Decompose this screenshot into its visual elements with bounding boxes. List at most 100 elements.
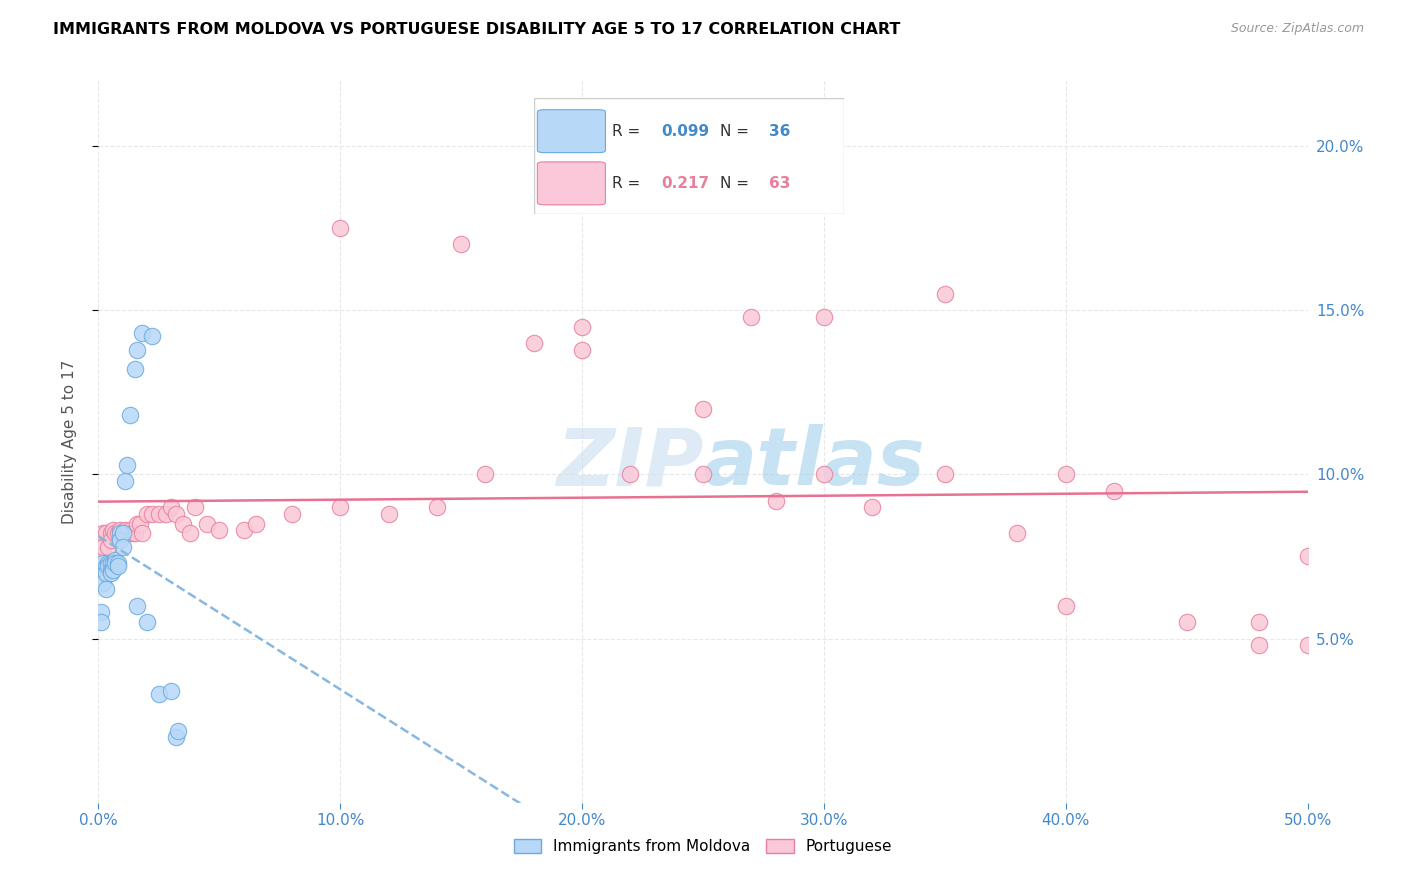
Point: [131, 326, 153, 340]
Point: [1007, 526, 1029, 541]
Point: [155, 507, 177, 521]
Point: [135, 615, 157, 630]
Point: [127, 516, 149, 531]
Y-axis label: Disability Age 5 to 17: Disability Age 5 to 17: [62, 359, 77, 524]
Point: [100, 526, 122, 541]
Point: [114, 474, 136, 488]
Point: [108, 533, 131, 547]
Point: [91, 566, 114, 580]
Point: [148, 507, 170, 521]
Point: [450, 237, 472, 252]
Point: [135, 507, 157, 521]
Point: [813, 467, 835, 482]
Text: R =: R =: [612, 124, 645, 139]
Point: [94, 526, 117, 541]
Point: [141, 507, 163, 521]
Point: [1249, 638, 1271, 652]
Point: [329, 221, 352, 235]
Point: [1296, 549, 1319, 564]
Point: [114, 523, 136, 537]
Point: [740, 310, 762, 324]
Point: [148, 687, 170, 701]
Point: [111, 526, 134, 541]
Point: [97, 559, 120, 574]
Text: N =: N =: [720, 177, 754, 192]
Point: [1175, 615, 1198, 630]
Point: [108, 533, 131, 547]
Point: [245, 516, 267, 531]
Point: [377, 507, 399, 521]
Point: [167, 723, 190, 738]
Point: [195, 516, 218, 531]
Point: [104, 553, 127, 567]
Point: [111, 526, 134, 541]
Point: [101, 556, 124, 570]
Point: [91, 575, 114, 590]
Point: [90, 615, 112, 630]
Point: [474, 467, 496, 482]
Point: [765, 493, 787, 508]
Point: [107, 556, 129, 570]
Point: [108, 523, 131, 537]
Point: [124, 362, 146, 376]
Text: N =: N =: [720, 124, 754, 139]
FancyBboxPatch shape: [537, 110, 606, 153]
Point: [127, 599, 149, 613]
Point: [128, 516, 150, 531]
Point: [97, 540, 120, 554]
Point: [160, 684, 183, 698]
Text: ZIP: ZIP: [555, 425, 703, 502]
Point: [141, 329, 163, 343]
Point: [121, 526, 143, 541]
Text: 36: 36: [769, 124, 790, 139]
Point: [101, 563, 124, 577]
Legend: Immigrants from Moldova, Portuguese: Immigrants from Moldova, Portuguese: [508, 832, 898, 860]
Point: [118, 409, 141, 423]
Point: [426, 500, 449, 515]
Point: [1296, 638, 1319, 652]
Point: [104, 556, 127, 570]
Point: [107, 559, 129, 574]
Text: 0.099: 0.099: [661, 124, 709, 139]
Point: [232, 523, 254, 537]
Point: [571, 319, 593, 334]
Point: [97, 556, 120, 570]
Point: [117, 458, 139, 472]
Point: [100, 533, 122, 547]
Point: [523, 336, 546, 351]
Point: [91, 526, 114, 541]
Point: [619, 467, 641, 482]
Point: [90, 549, 112, 564]
Point: [165, 507, 187, 521]
Point: [571, 343, 593, 357]
Point: [813, 310, 835, 324]
Point: [281, 507, 304, 521]
FancyBboxPatch shape: [534, 98, 844, 214]
Point: [94, 566, 117, 580]
Point: [172, 516, 194, 531]
Point: [934, 286, 956, 301]
Point: [1054, 599, 1077, 613]
Point: [692, 467, 714, 482]
Point: [692, 401, 714, 416]
FancyBboxPatch shape: [537, 162, 606, 205]
Point: [124, 526, 146, 541]
Point: [107, 526, 129, 541]
Point: [94, 582, 117, 597]
Point: [91, 540, 114, 554]
Point: [104, 526, 127, 541]
Point: [94, 559, 117, 574]
Point: [91, 556, 114, 570]
Text: atlas: atlas: [703, 425, 925, 502]
Point: [1102, 483, 1125, 498]
Point: [131, 526, 153, 541]
Text: IMMIGRANTS FROM MOLDOVA VS PORTUGUESE DISABILITY AGE 5 TO 17 CORRELATION CHART: IMMIGRANTS FROM MOLDOVA VS PORTUGUESE DI…: [53, 22, 901, 37]
Point: [100, 563, 122, 577]
Text: 0.217: 0.217: [661, 177, 709, 192]
Text: 63: 63: [769, 177, 790, 192]
Point: [179, 526, 201, 541]
Point: [1249, 615, 1271, 630]
Point: [165, 730, 187, 744]
Point: [111, 540, 134, 554]
Point: [90, 605, 112, 619]
